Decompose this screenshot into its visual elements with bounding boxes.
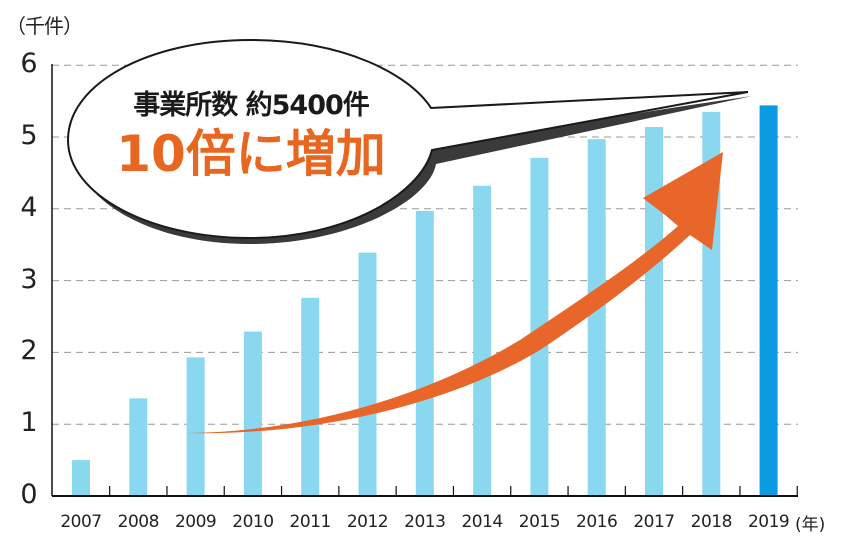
- axes: [51, 64, 798, 497]
- x-tick-label: 2011: [289, 512, 332, 532]
- x-tick-label: 2007: [60, 512, 102, 532]
- y-tick-label: 5: [20, 120, 38, 151]
- x-tick-label: 2018: [690, 512, 733, 532]
- bar-2017: [645, 126, 663, 496]
- y-axis-unit-label: （千件）: [6, 14, 83, 38]
- x-tick-label: 2019: [747, 512, 790, 532]
- bar-2009: [186, 357, 205, 496]
- bar-2010: [243, 331, 262, 496]
- x-tick-label: 2015: [518, 512, 561, 532]
- x-axis-unit-label: (年): [795, 515, 826, 535]
- y-tick-label: 2: [20, 335, 38, 367]
- x-tick-label: 2017: [633, 512, 675, 532]
- bar-2015: [530, 157, 549, 496]
- bar-2012: [358, 252, 377, 496]
- x-tick-label: 2010: [232, 512, 274, 532]
- bar-2011: [301, 297, 320, 496]
- y-tick-label: 3: [20, 263, 38, 295]
- bar-2008: [129, 398, 148, 496]
- x-tick-label: 2016: [576, 512, 618, 532]
- bar-2019: [759, 105, 778, 497]
- bar-2016: [587, 139, 606, 497]
- y-tick-label: 1: [20, 407, 38, 439]
- bar-2007: [72, 460, 90, 496]
- y-tick-label: 0: [20, 479, 38, 510]
- x-tick-label: 2009: [174, 512, 217, 532]
- growth-arrow-icon: [186, 152, 723, 434]
- x-tick-label: 2008: [117, 512, 160, 532]
- callout-count-text: 事業所数 約5400件: [133, 90, 370, 121]
- y-tick-label: 4: [20, 191, 38, 223]
- speech-bubble: [66, 38, 752, 244]
- bar-2013: [415, 210, 434, 497]
- bar-2014: [473, 185, 492, 496]
- x-tick-label: 2013: [404, 512, 446, 532]
- callout-growth-text: 10倍に増加: [116, 125, 386, 183]
- y-tick-label: 6: [20, 48, 38, 80]
- x-tick-label: 2012: [346, 512, 389, 532]
- x-tick-label: 2014: [461, 512, 503, 532]
